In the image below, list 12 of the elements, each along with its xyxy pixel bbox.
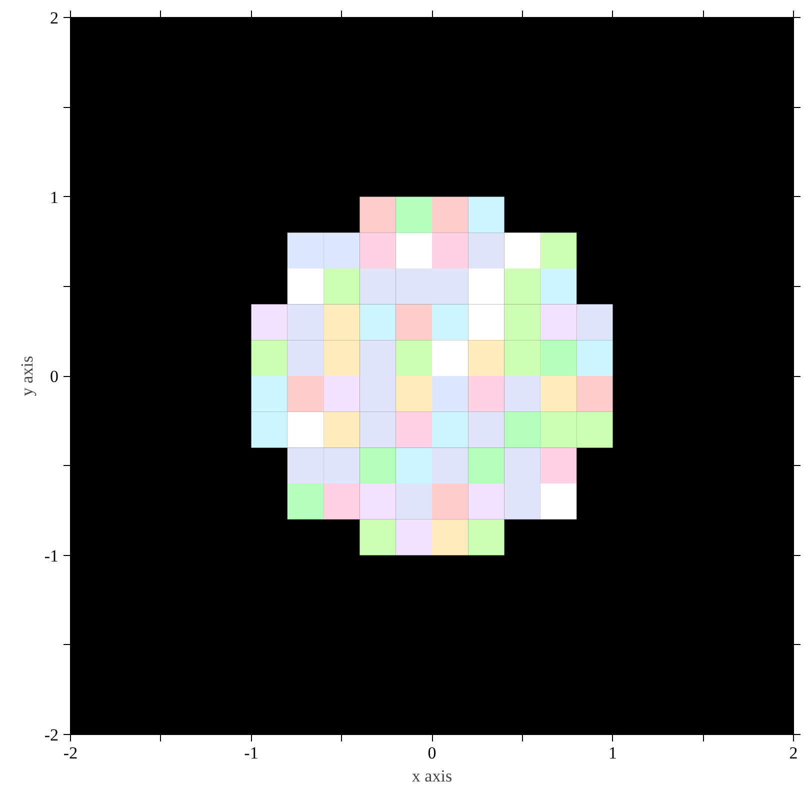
x-tick-label: 1	[608, 744, 617, 762]
y-tick-label: 2	[50, 8, 58, 28]
y-tick-label: -2	[44, 726, 59, 744]
x-tick-label: 2	[789, 744, 798, 762]
y-tick-label: 0	[50, 367, 58, 386]
x-tick-label: -1	[244, 744, 258, 762]
x-axis-title: x axis	[412, 766, 452, 786]
y-tick-label: 1	[50, 188, 58, 207]
y-axis-title: y axis	[17, 356, 36, 396]
x-tick-label: -2	[63, 744, 78, 762]
y-tick-label: -1	[44, 546, 59, 566]
x-tick-label: 0	[428, 744, 436, 762]
